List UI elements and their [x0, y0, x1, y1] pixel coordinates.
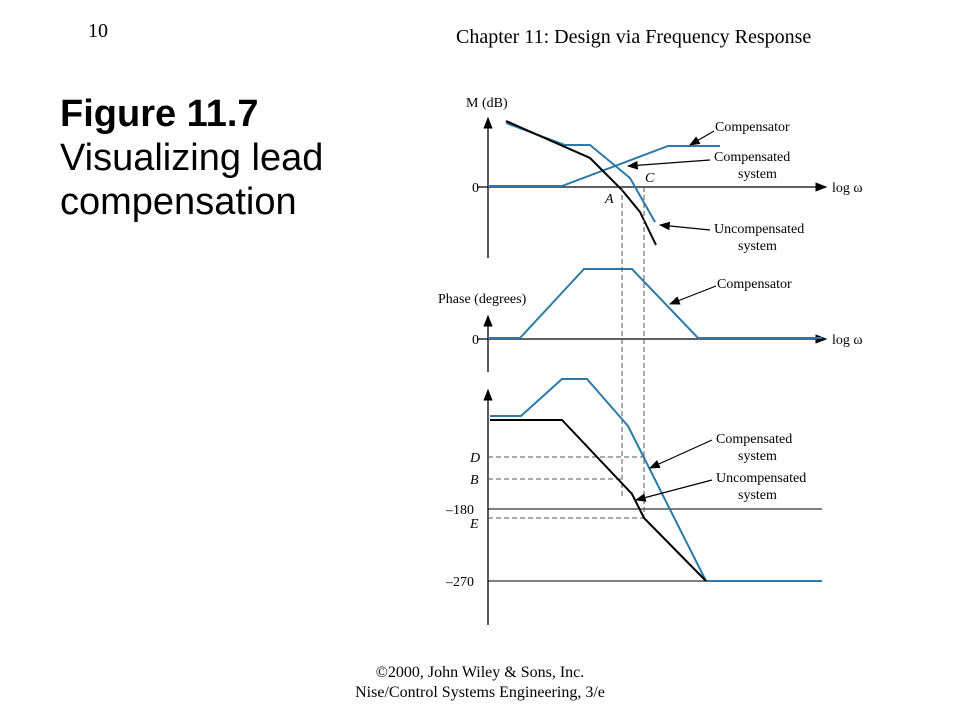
label-neg270: –270 — [445, 575, 474, 590]
phase1-x-label: log ω — [832, 333, 863, 348]
label-d: D — [469, 451, 480, 466]
magnitude-compensated-label-1: Compensated — [714, 150, 790, 165]
copyright-line: ©2000, John Wiley & Sons, Inc. — [375, 664, 585, 681]
compensator-magnitude-curve — [488, 145, 720, 187]
phase1-compensator-pointer — [668, 285, 717, 305]
phase1-y-label: Phase (degrees) — [438, 292, 527, 307]
system-phase-plot: D B –180 E –270 Compensated system Uncom… — [445, 187, 822, 625]
figure-label: Figure 11.7 — [60, 93, 259, 135]
compensator-phase-plot: Phase (degrees) 0 log ω Compensator — [438, 268, 863, 372]
label-neg180: –180 — [445, 503, 474, 518]
magnitude-compensator-pointer — [689, 130, 715, 146]
figure-caption-line2: compensation — [60, 181, 297, 223]
magnitude-compensated-pointer — [626, 159, 711, 170]
magnitude-compensator-label: Compensator — [715, 120, 790, 135]
phase2-uncompensated-label-2: system — [738, 488, 777, 503]
uncompensated-phase-curve — [490, 419, 707, 582]
phase2-compensated-pointer — [649, 439, 713, 469]
compensator-phase-curve — [488, 268, 822, 339]
slide-number: 10 — [88, 20, 108, 42]
book-title-line: Nise/Control Systems Engineering, 3/e — [355, 684, 605, 701]
magnitude-uncompensated-label-1: Uncompensated — [714, 222, 804, 237]
magnitude-x-label: log ω — [832, 181, 863, 196]
phase2-uncompensated-label-1: Uncompensated — [716, 471, 806, 486]
magnitude-uncompensated-pointer — [658, 221, 711, 231]
label-b: B — [470, 473, 479, 488]
compensated-magnitude-curve — [505, 122, 656, 223]
magnitude-compensated-label-2: system — [738, 167, 777, 182]
chapter-title: Chapter 11: Design via Frequency Respons… — [456, 26, 812, 48]
phase2-compensated-label-1: Compensated — [716, 432, 792, 447]
point-c-label: C — [645, 171, 655, 186]
magnitude-zero-label: 0 — [472, 181, 479, 196]
phase1-zero-label: 0 — [472, 333, 479, 348]
magnitude-y-label: M (dB) — [466, 96, 508, 111]
phase2-uncompensated-pointer — [634, 479, 713, 502]
label-e: E — [469, 517, 479, 532]
magnitude-plot: M (dB) 0 log ω A C Compensator Compensat… — [466, 96, 863, 258]
magnitude-uncompensated-label-2: system — [738, 239, 777, 254]
figure-caption-line1: Visualizing lead — [60, 137, 324, 179]
point-a-label: A — [604, 192, 614, 207]
figure-title: Figure 11.7 Visualizing lead compensatio… — [60, 92, 323, 224]
phase1-compensator-label: Compensator — [717, 277, 792, 292]
phase2-compensated-label-2: system — [738, 449, 777, 464]
footer: ©2000, John Wiley & Sons, Inc. Nise/Cont… — [0, 663, 960, 703]
